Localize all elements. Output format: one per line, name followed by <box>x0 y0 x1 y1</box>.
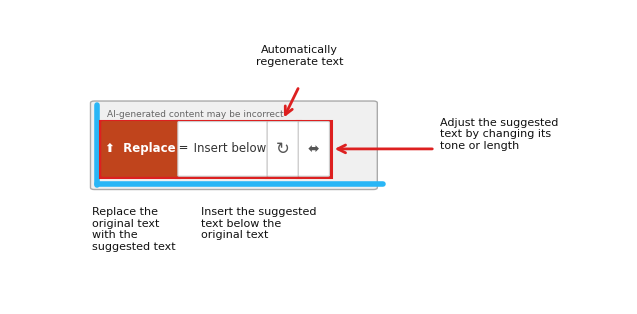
Text: Automatically
regenerate text: Automatically regenerate text <box>255 45 343 67</box>
Text: AI-generated content may be incorrect: AI-generated content may be incorrect <box>107 110 283 119</box>
FancyBboxPatch shape <box>178 122 268 176</box>
Bar <box>297 121 331 177</box>
Bar <box>101 121 180 177</box>
Text: Adjust the suggested
text by changing its
tone or length: Adjust the suggested text by changing it… <box>440 118 559 151</box>
Bar <box>266 121 300 177</box>
FancyBboxPatch shape <box>268 122 298 176</box>
FancyBboxPatch shape <box>90 101 377 190</box>
Text: ↻: ↻ <box>276 140 290 158</box>
Text: ⬌: ⬌ <box>308 142 320 156</box>
Text: Insert the suggested
text below the
original text: Insert the suggested text below the orig… <box>201 207 316 240</box>
Bar <box>176 121 269 177</box>
Text: ⬆  Replace: ⬆ Replace <box>104 142 175 155</box>
Text: Replace the
original text
with the
suggested text: Replace the original text with the sugge… <box>92 207 176 252</box>
FancyBboxPatch shape <box>102 122 178 176</box>
FancyBboxPatch shape <box>298 122 329 176</box>
Text: ═  Insert below: ═ Insert below <box>179 142 266 155</box>
